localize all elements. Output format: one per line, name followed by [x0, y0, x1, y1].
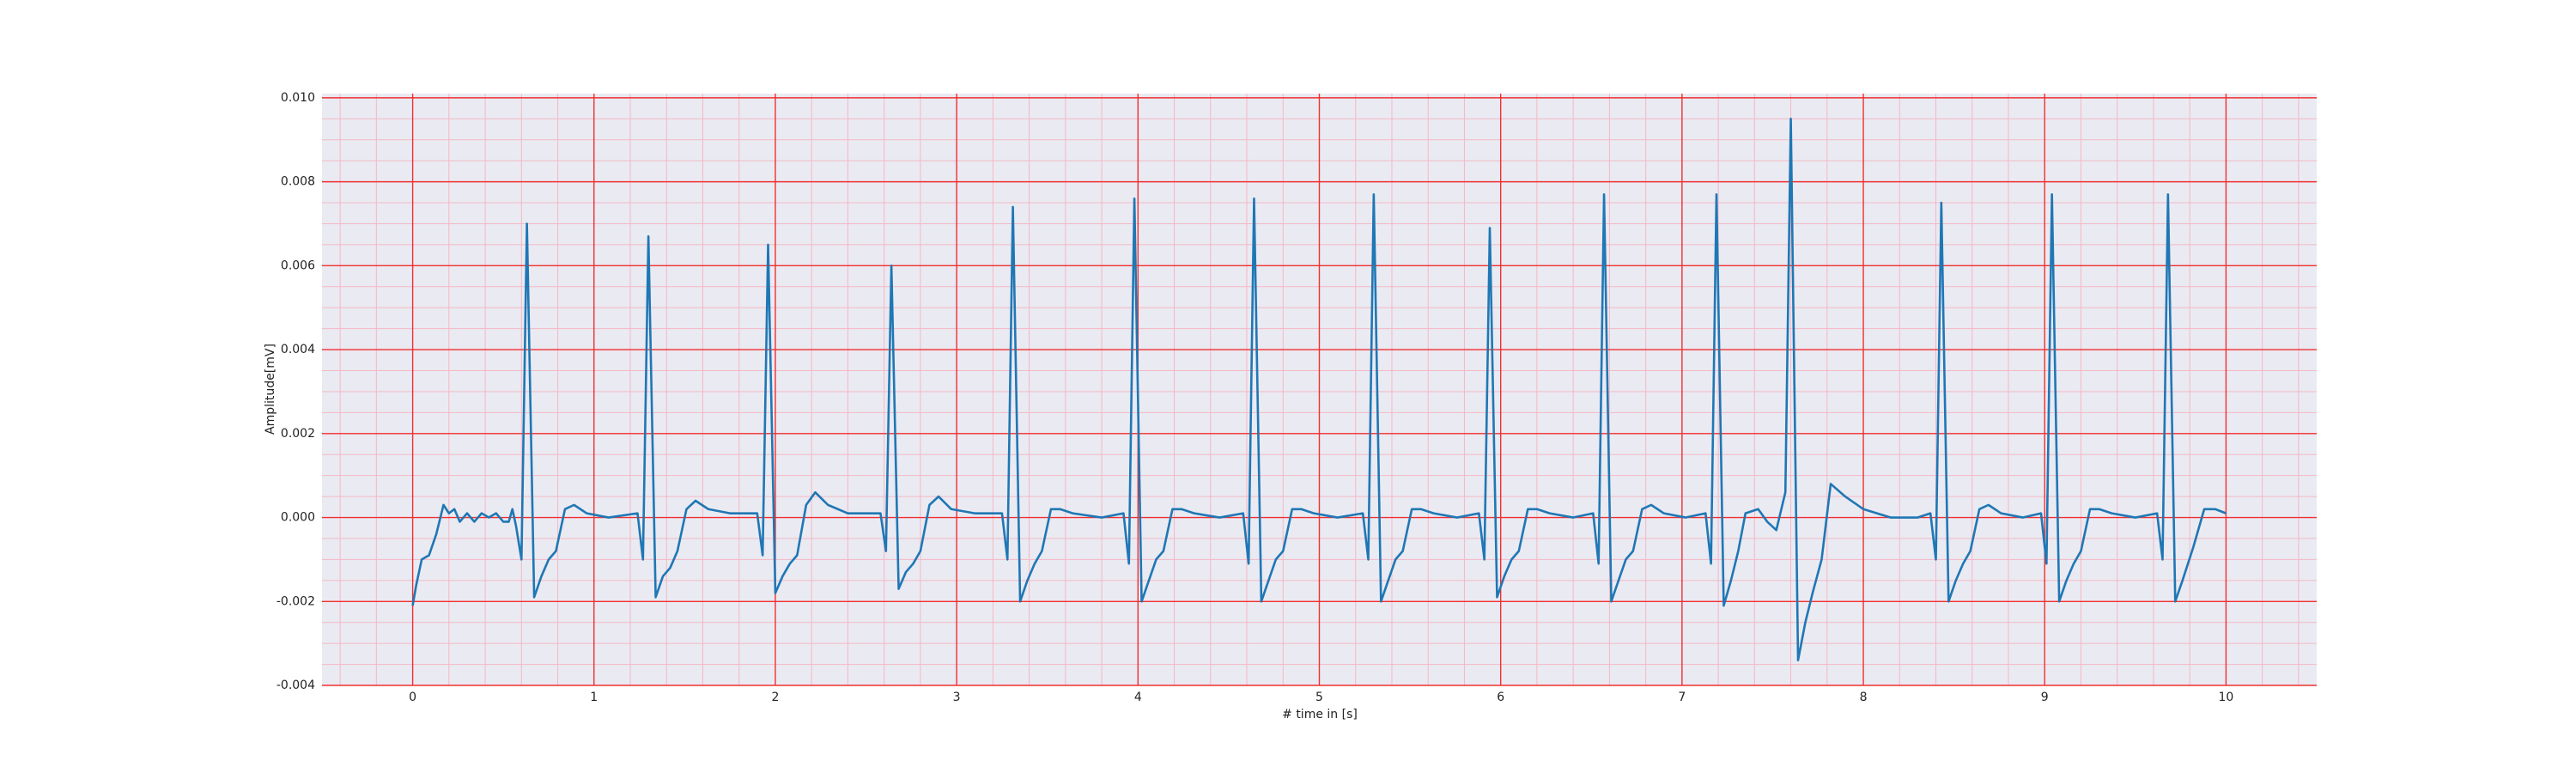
x-tick-label: 2: [771, 691, 779, 704]
x-tick-label: 8: [1860, 691, 1868, 704]
x-tick-label: 1: [590, 691, 598, 704]
x-tick-label: 9: [2041, 691, 2049, 704]
x-tick-label: 10: [2218, 691, 2233, 704]
x-tick-label: 4: [1134, 691, 1142, 704]
y-tick-label: 0.010: [281, 91, 315, 105]
ecg-line: [411, 118, 2227, 661]
y-tick-label: 0.000: [281, 511, 315, 525]
x-tick-label: 7: [1678, 691, 1686, 704]
y-tick-label: 0.002: [281, 427, 315, 441]
x-tick-label: 3: [953, 691, 961, 704]
y-tick-label: 0.008: [281, 175, 315, 189]
y-tick-label: -0.002: [276, 594, 315, 608]
x-axis-label: # time in [s]: [1282, 708, 1358, 721]
y-tick-label: 0.004: [281, 343, 315, 356]
x-tick-label: 0: [409, 691, 416, 704]
y-axis-label: Amplitude[mV]: [264, 344, 277, 435]
x-tick-label: 6: [1497, 691, 1504, 704]
y-tick-label: -0.004: [276, 679, 315, 692]
y-tick-label: 0.006: [281, 259, 315, 272]
x-tick-label: 5: [1315, 691, 1323, 704]
